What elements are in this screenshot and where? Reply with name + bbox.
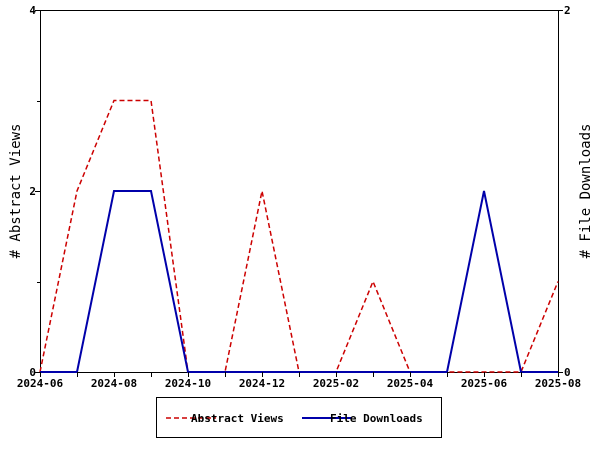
y-left-tick-label: 2 bbox=[29, 185, 36, 198]
legend-box bbox=[156, 397, 442, 438]
x-tick-label: 2024-12 bbox=[239, 377, 285, 390]
x-tick-label: 2024-06 bbox=[17, 377, 64, 390]
x-tick-label: 2024-10 bbox=[165, 377, 211, 390]
legend: Abstract Views File Downloads bbox=[156, 397, 442, 438]
x-tick-label: 2025-02 bbox=[313, 377, 359, 390]
y-axis-right: 02 bbox=[558, 4, 571, 379]
y-axis-left-title: # Abstract Views bbox=[8, 124, 24, 259]
x-tick-label: 2025-04 bbox=[387, 377, 434, 390]
y-right-tick-label: 2 bbox=[564, 4, 571, 17]
x-axis: 2024-06 2024-08 2024-10 2024-12 2025-02 2025-… bbox=[17, 372, 581, 390]
y-axis-left: 0 2 4 bbox=[29, 4, 40, 379]
y-left-tick-label: 0 bbox=[29, 366, 36, 379]
x-tick-label: 2024-08 bbox=[91, 377, 137, 390]
legend-label-file-downloads: File Downloads bbox=[330, 412, 423, 425]
y-right-tick-label: 0 bbox=[564, 366, 571, 379]
y-left-tick-label: 4 bbox=[29, 4, 36, 17]
x-tick-label: 2025-08 bbox=[535, 377, 581, 390]
legend-label-abstract-views: Abstract Views bbox=[191, 412, 284, 425]
y-axis-right-title: # File Downloads bbox=[578, 124, 594, 259]
x-tick-label: 2025-06 bbox=[461, 377, 508, 390]
